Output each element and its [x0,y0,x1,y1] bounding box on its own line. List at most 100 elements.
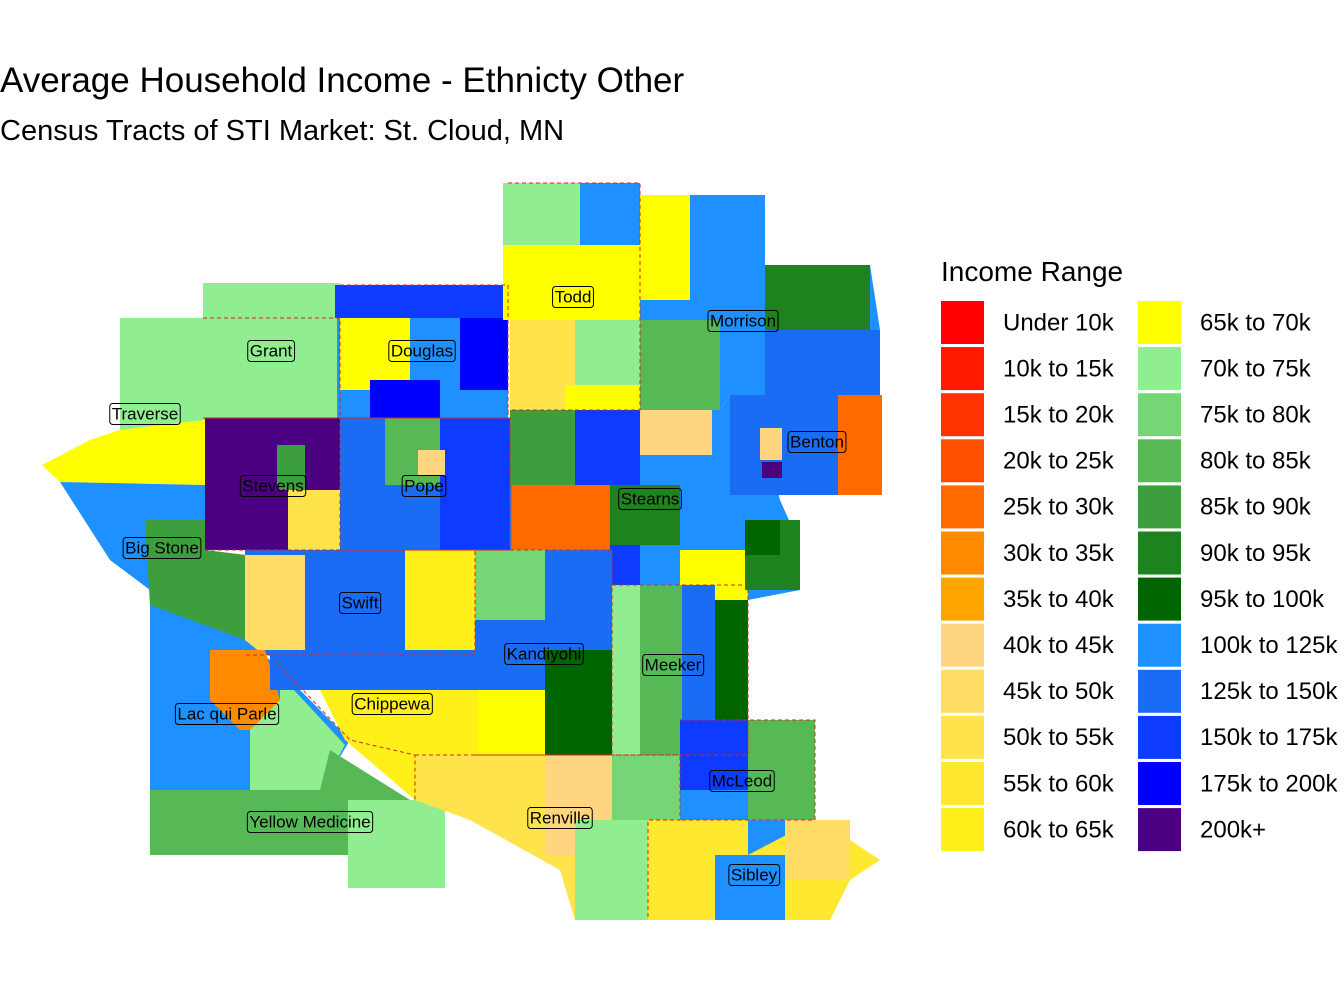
county-label: Kandiyohi [507,644,582,663]
legend-label: 20k to 25k [1003,448,1115,475]
tract [762,462,782,478]
legend-swatch [1138,439,1181,483]
tract [640,410,712,455]
legend-label: 175k to 200k [1200,770,1338,797]
county-label-box [618,487,682,510]
county-label-box [339,591,382,614]
legend-label: 65k to 70k [1200,309,1312,336]
county-border [340,417,511,551]
legend-label: 35k to 40k [1003,586,1115,613]
county-label-box [109,402,181,425]
legend-swatch [941,577,984,621]
county-border [680,719,816,821]
tract [575,820,648,920]
county-label-box [122,536,202,559]
county-label: Morrison [710,311,776,330]
tract [510,410,575,485]
tract [760,428,782,460]
legend-swatch [941,301,984,344]
tract [682,585,715,720]
tract [640,195,690,300]
tract [277,445,305,490]
tract [765,330,880,395]
tract [580,183,640,245]
legend-label: 30k to 35k [1003,540,1115,567]
title: Average Household Income - Ethnicty Othe… [0,61,685,100]
county-borders [203,182,816,920]
legend-swatch [941,808,984,852]
county-border [415,754,681,920]
county-label-box [246,810,374,833]
legend-label: 75k to 80k [1200,402,1312,429]
legend-swatch [1138,808,1181,852]
tract [475,550,545,620]
county-label-box [527,806,593,829]
county-label: Chippewa [354,694,430,713]
legend-label: 50k to 55k [1003,724,1115,751]
county-label-box [174,702,280,725]
tract [503,245,640,320]
tract [460,318,508,390]
legend-label: 15k to 20k [1003,402,1115,429]
county-label-box [401,474,447,497]
tract [320,690,478,800]
legend-swatch [941,762,984,805]
tract [478,690,545,755]
tract [405,550,475,650]
tract [503,183,580,245]
tract [42,420,205,485]
county-label: Douglas [391,341,453,360]
legend-label: 10k to 15k [1003,355,1115,382]
county-labels: Todd Morrison Grant Douglas Traverse Benton St… [109,285,847,886]
county-label: Renville [530,808,590,827]
legend-swatch [941,485,984,529]
map [42,183,882,920]
county-label: Traverse [112,404,178,423]
legend-swatch [1138,301,1181,344]
tract [610,545,640,585]
tract [748,720,815,820]
county-label-box [351,692,433,715]
tract [418,450,445,475]
legend-label: 40k to 45k [1003,632,1115,659]
tract [785,820,850,880]
county-label: Todd [555,287,592,306]
tract [715,855,785,920]
tract [145,520,245,640]
legend-label: 60k to 65k [1003,816,1115,843]
tract [610,485,680,545]
county-label: Grant [250,341,293,360]
tract [340,318,410,390]
county-label-box [707,309,779,332]
tract [512,485,610,550]
legend-label: 200k+ [1200,816,1266,843]
legend-label: 150k to 175k [1200,724,1338,751]
county-label: Big Stone [125,538,199,557]
county-label: Swift [342,593,379,612]
county-label-box [504,642,584,665]
county-label-box [787,430,847,453]
county-label-box [247,339,296,362]
legend-swatch [1138,669,1181,713]
county-border [475,549,613,756]
county-label: Lac qui Parle [177,704,276,723]
county-label: Pope [404,476,444,495]
legend-swatch [941,623,984,667]
tract [370,380,440,418]
county-label: Stevens [242,476,303,495]
legend-swatch [941,669,984,713]
tract [565,385,640,410]
legend-swatch [1138,485,1181,529]
legend-swatch [1138,531,1181,575]
tract [288,490,340,550]
legend-swatch [941,393,984,437]
county-label-box [239,474,307,497]
county-label-box [728,863,781,886]
county-border [612,584,749,756]
county-border [245,549,476,656]
tract [612,585,640,755]
tract [120,318,205,430]
tract [250,675,345,790]
tract [745,520,780,555]
